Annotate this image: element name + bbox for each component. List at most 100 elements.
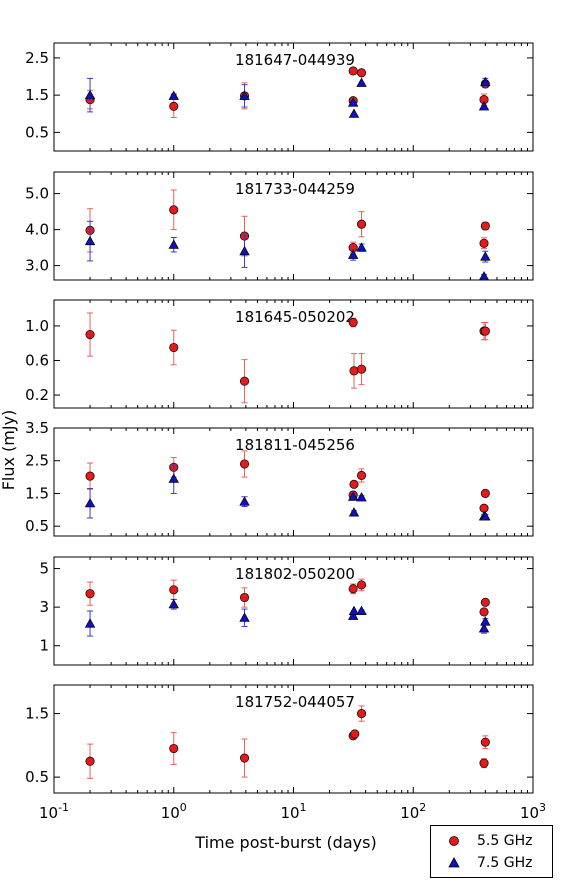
data-point-7p5ghz [480, 76, 491, 87]
data-point-7p5ghz [348, 507, 360, 517]
y-axis-label: Flux (mJy) [0, 410, 18, 491]
panel-title: 181733-044259 [235, 180, 355, 198]
data-point-7p5ghz [239, 496, 250, 506]
data-point-7p5ghz [239, 612, 250, 622]
data-point-5p5ghz [169, 205, 179, 215]
data-point-7p5ghz [478, 100, 490, 111]
panel-title: 181811-045256 [235, 436, 355, 454]
y-tick-label: 0.5 [25, 123, 49, 141]
data-point-7p5ghz [356, 242, 367, 252]
data-point-7p5ghz [480, 251, 491, 261]
data-point-7p5ghz [347, 249, 359, 259]
panel-title: 181802-050200 [235, 565, 355, 583]
y-tick-label: 1.5 [25, 86, 49, 104]
data-point-5p5ghz [479, 758, 489, 768]
y-tick-label: 0.6 [25, 351, 49, 369]
data-point-7p5ghz [347, 97, 359, 107]
data-point-7p5ghz [347, 610, 359, 620]
data-point-5p5ghz [169, 743, 179, 754]
legend-circle-marker [449, 836, 459, 846]
data-point-7p5ghz [478, 271, 490, 281]
data-point-5p5ghz [169, 101, 179, 111]
y-tick-label: 0.5 [25, 768, 49, 786]
data-point-7p5ghz [356, 492, 367, 502]
data-point-7p5ghz [84, 235, 96, 246]
y-tick-label: 4.0 [25, 221, 49, 239]
data-point-5p5ghz [239, 753, 250, 763]
data-point-7p5ghz [347, 491, 359, 501]
data-point-7p5ghz [84, 618, 96, 628]
x-axis-label: Time post-burst (days) [194, 833, 376, 852]
data-point-5p5ghz [356, 709, 367, 719]
legend-triangle-marker [448, 857, 460, 868]
panel-6: 0.5 1.5 181752-044057 10-1 100 101 102 103 [25, 684, 546, 822]
data-point-5p5ghz [85, 330, 95, 340]
data-point-5p5ghz [349, 366, 359, 376]
data-point-7p5ghz [84, 89, 96, 100]
data-point-7p5ghz [478, 623, 490, 633]
y-tick-label: 1.5 [25, 484, 49, 502]
data-point-7p5ghz [168, 90, 179, 100]
panel-title: 181752-044057 [235, 693, 355, 711]
data-point-5p5ghz [239, 376, 250, 386]
panel-2: 3.0 4.0 5.0 181733-044259 [25, 171, 534, 281]
y-tick-label: 1 [39, 637, 49, 655]
data-point-7p5ghz [348, 108, 360, 118]
y-tick-label: 0.2 [25, 386, 49, 404]
legend-label-7p5ghz: 7.5 GHz [477, 855, 533, 871]
data-point-7p5ghz [168, 473, 179, 483]
data-point-5p5ghz [85, 471, 95, 481]
data-point-5p5ghz [479, 238, 489, 248]
data-point-5p5ghz [239, 459, 250, 469]
legend-entry-7p5ghz: 7.5 GHz [431, 854, 552, 874]
y-tick-label: 5 [39, 560, 49, 578]
data-point-5p5ghz [480, 488, 490, 499]
data-point-7p5ghz [168, 598, 179, 609]
data-point-5p5ghz [350, 729, 360, 739]
data-point-5p5ghz [239, 592, 250, 603]
data-point-7p5ghz [84, 497, 96, 508]
data-point-5p5ghz [169, 342, 179, 353]
data-point-5p5ghz [480, 326, 490, 336]
data-point-5p5ghz [480, 737, 490, 747]
data-point-5p5ghz [480, 597, 490, 607]
legend: 5.5 GHz 7.5 GHz [430, 825, 553, 878]
y-tick-label: 2.5 [25, 49, 49, 67]
data-point-7p5ghz [239, 245, 250, 256]
legend-label-5p5ghz: 5.5 GHz [477, 833, 533, 849]
data-point-7p5ghz [348, 605, 360, 616]
y-tick-label: 5.0 [25, 185, 49, 203]
data-point-7p5ghz [168, 239, 179, 249]
y-tick-label: 3 [39, 598, 49, 616]
data-point-7p5ghz [239, 90, 250, 100]
x-tick-label: 101 [280, 801, 306, 822]
panel-title: 181645-050202 [235, 308, 355, 326]
data-point-7p5ghz [480, 511, 491, 521]
panel-4: 0.5 1.5 2.5 3.5 181811-045256 [25, 419, 534, 537]
data-point-5p5ghz [348, 66, 358, 76]
data-point-5p5ghz [169, 585, 179, 595]
data-point-5p5ghz [356, 364, 367, 374]
data-point-5p5ghz [356, 219, 367, 229]
panel-1: 0.5 1.5 2.5 181647-044939 [25, 42, 534, 152]
y-tick-label: 1.0 [25, 317, 49, 335]
y-tick-label: 0.5 [25, 517, 49, 535]
data-point-5p5ghz [349, 479, 359, 489]
data-point-5p5ghz [348, 584, 358, 594]
x-tick-label: 102 [400, 801, 426, 822]
data-point-5p5ghz [85, 756, 95, 766]
y-tick-label: 3.0 [25, 257, 49, 275]
y-tick-label: 1.5 [25, 705, 49, 723]
y-tick-label: 3.5 [25, 419, 49, 437]
legend-entry-5p5ghz: 5.5 GHz [431, 832, 552, 852]
data-point-5p5ghz [480, 221, 490, 231]
data-point-7p5ghz [480, 616, 491, 626]
data-point-5p5ghz [348, 317, 358, 328]
panel-3: 0.2 0.6 1.0 181645-050202 [25, 299, 534, 409]
data-point-5p5ghz [356, 580, 367, 590]
data-point-5p5ghz [356, 470, 367, 481]
data-point-5p5ghz [479, 607, 489, 617]
data-point-5p5ghz [356, 68, 367, 78]
data-point-7p5ghz [356, 77, 367, 87]
